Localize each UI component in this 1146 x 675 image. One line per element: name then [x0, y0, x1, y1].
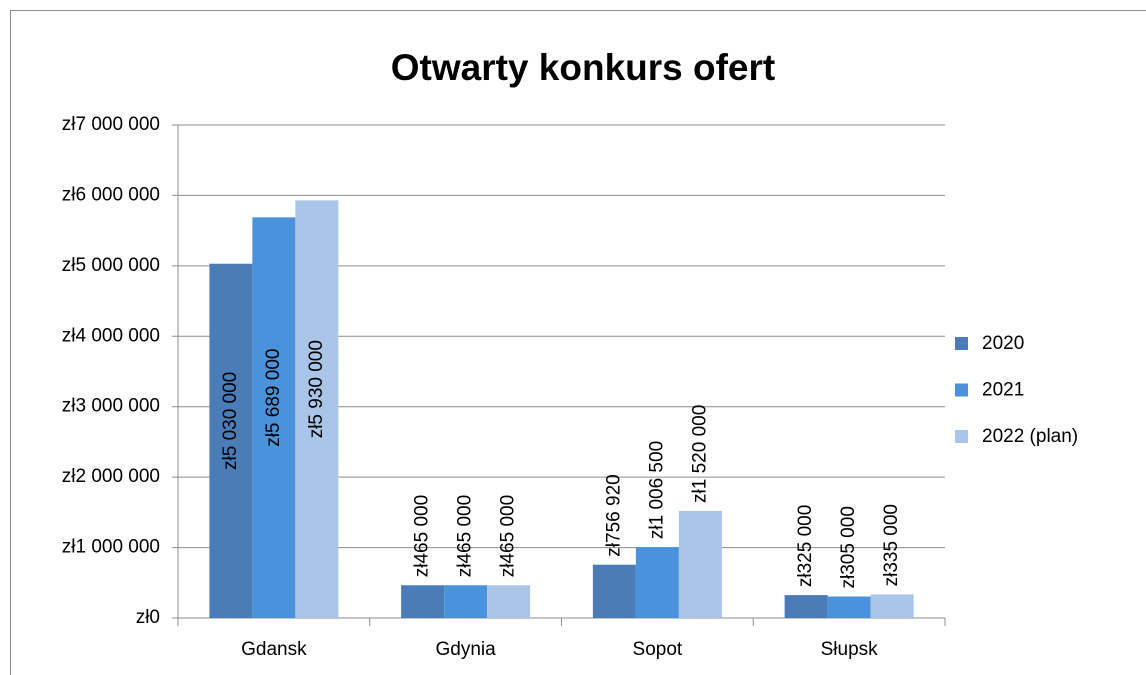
bar [678, 510, 722, 618]
data-label: zł5 030 000 [220, 372, 241, 470]
bar [209, 263, 253, 618]
y-tick-label: zł6 000 000 [62, 184, 160, 205]
data-label: zł305 000 [838, 506, 859, 588]
bar [635, 547, 679, 618]
legend-label: 2020 [982, 333, 1024, 354]
y-tick-label: zł7 000 000 [62, 114, 160, 135]
bar [295, 200, 339, 618]
y-tick-label: zł0 [136, 607, 160, 628]
bar [444, 585, 488, 618]
y-tick-label: zł3 000 000 [62, 396, 160, 417]
y-tick-label: zł1 000 000 [62, 537, 160, 558]
legend-swatch [955, 383, 968, 397]
legend-label: 2022 (plan) [982, 426, 1078, 447]
data-label: zł756 920 [603, 474, 624, 556]
y-tick-label: zł2 000 000 [62, 466, 160, 487]
legend-swatch [955, 430, 968, 443]
chart-border [10, 10, 1146, 675]
data-label: zł325 000 [795, 505, 816, 587]
bar [487, 585, 531, 618]
bar [784, 595, 828, 618]
y-tick-label: zł4 000 000 [62, 325, 160, 346]
bar [401, 585, 445, 618]
data-label: zł335 000 [881, 504, 902, 586]
x-tick-label: Gdansk [241, 639, 307, 660]
data-label: zł465 000 [412, 495, 433, 577]
legend-label: 2021 [982, 380, 1024, 401]
legend-swatch [955, 337, 968, 350]
data-label: zł5 930 000 [306, 340, 327, 438]
chart-title: Otwarty konkurs ofert [391, 47, 775, 88]
data-label: zł465 000 [498, 495, 519, 577]
x-tick-label: Sopot [633, 639, 683, 660]
x-tick-label: Słupsk [821, 639, 879, 660]
bar [827, 596, 871, 618]
data-label: zł5 689 000 [263, 349, 284, 447]
data-label: zł465 000 [455, 495, 476, 577]
x-tick-label: Gdynia [436, 639, 497, 660]
bar [252, 217, 296, 619]
y-tick-label: zł5 000 000 [62, 255, 160, 276]
bar [870, 594, 914, 618]
data-label: zł1 006 500 [646, 441, 667, 539]
data-label: zł1 520 000 [689, 405, 710, 503]
bar [592, 564, 636, 618]
